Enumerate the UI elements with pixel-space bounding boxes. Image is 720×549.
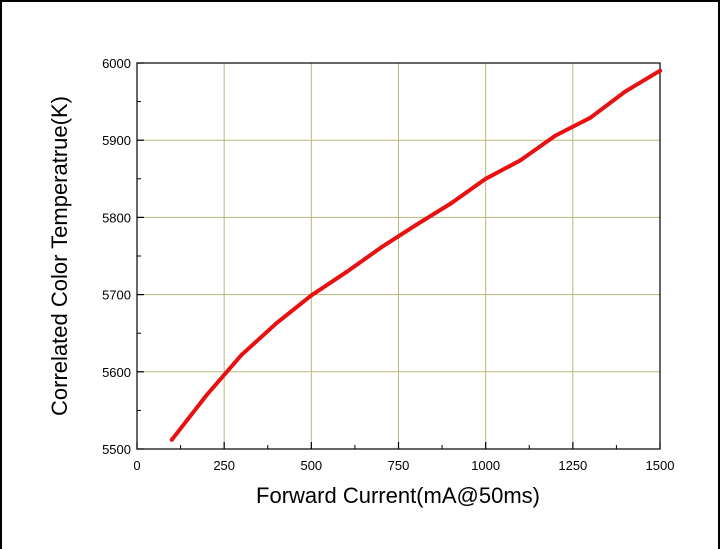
data-point [518, 158, 523, 163]
x-tick-label: 500 [300, 458, 322, 473]
data-point [658, 68, 662, 73]
y-tick-label: 5500 [102, 442, 131, 457]
y-tick-label: 5800 [102, 210, 131, 225]
data-point [623, 89, 628, 94]
data-point [344, 270, 349, 275]
y-tick-label: 5600 [102, 365, 131, 380]
data-point [413, 223, 418, 228]
x-tick-label: 0 [133, 458, 140, 473]
y-tick-label: 6000 [102, 56, 131, 71]
x-axis-label: Forward Current(mA@50ms) [256, 483, 540, 508]
series-points [169, 68, 662, 442]
data-point [239, 352, 244, 357]
x-tick-label: 1250 [558, 458, 587, 473]
x-tick-labels: 0 250 500 750 1000 1250 1500 [133, 458, 674, 473]
x-tick-label: 750 [388, 458, 410, 473]
grid [137, 63, 660, 449]
data-point [309, 293, 314, 298]
data-point [553, 133, 558, 138]
data-point [274, 321, 279, 326]
x-tick-label: 1000 [471, 458, 500, 473]
x-tick-label: 1500 [646, 458, 675, 473]
y-axis-label: Correlated Color Temperatrue(K) [47, 96, 72, 416]
data-point [379, 245, 384, 250]
y-tick-label: 5700 [102, 288, 131, 303]
plot-area [136, 62, 661, 450]
data-point [588, 115, 593, 120]
x-tick-label: 250 [213, 458, 235, 473]
data-point [169, 437, 174, 442]
series-line [169, 68, 662, 442]
data-point [483, 176, 488, 181]
data-point [204, 392, 209, 397]
y-tick-label: 5900 [102, 133, 131, 148]
y-tick-labels: 5500 5600 5700 5800 5900 6000 [102, 56, 131, 457]
data-point [448, 201, 453, 206]
